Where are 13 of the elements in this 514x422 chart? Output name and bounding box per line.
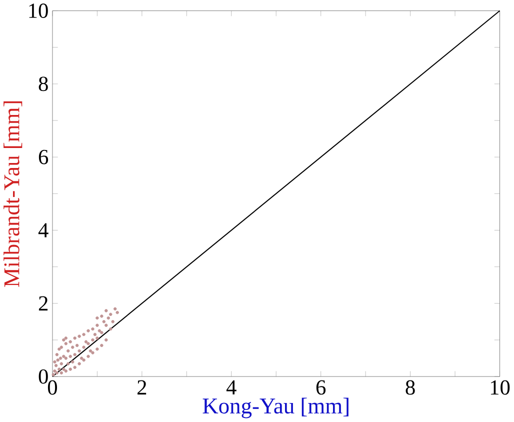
x-tick-label: 10 (490, 380, 510, 395)
y-axis-title: Milbrandt-Yau [mm] (4, 102, 22, 288)
x-tick-label: 8 (406, 380, 415, 395)
y-tick-label: 4 (38, 223, 48, 238)
y-tick-label: 2 (38, 296, 48, 311)
y-tick-label: 10 (29, 4, 48, 18)
x-tick-label: 6 (316, 380, 326, 395)
y-tick-label: 8 (38, 76, 48, 92)
y-tick-label: 0 (38, 369, 48, 384)
x-tick-label: 2 (138, 380, 146, 395)
y-tick-label: 6 (38, 150, 48, 164)
x-axis-title: Kong-Yau [mm] (202, 398, 348, 418)
x-tick-label: 4 (226, 380, 236, 394)
